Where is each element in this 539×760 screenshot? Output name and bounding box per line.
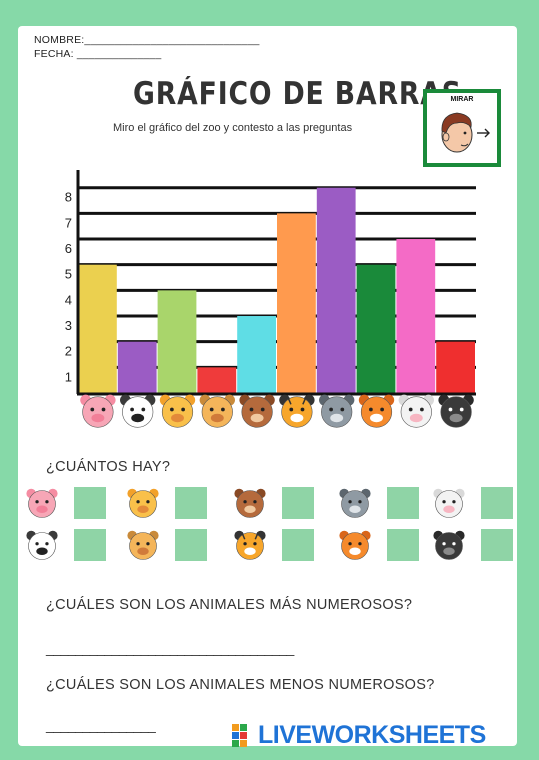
question-least: ¿CUÁLES SON LOS ANIMALES MENOS NUMEROSOS… [46,677,435,693]
bar-lion [197,367,237,393]
bar-chart: 1 2 3 4 5 6 7 8 [65,170,476,428]
answer-line-most[interactable]: __________________________________ [46,640,294,656]
tiger-icon [234,530,266,560]
count-input-pig[interactable] [74,487,106,519]
tiger-icon [279,394,315,428]
count-animal-cow [433,488,465,518]
count-animal-dog [26,530,58,560]
mirar-label: MIRAR [450,96,474,103]
date-field[interactable]: FECHA: ______________ [34,48,162,60]
fox-icon [358,394,395,428]
pig-icon [80,394,116,428]
y-tick-label: 4 [65,292,72,307]
lion-icon [127,530,159,560]
face-looking-right-icon [441,112,490,153]
cow-icon [398,394,434,428]
wolf-icon [339,488,371,518]
liveworksheets-wordmark: LIVEWORKSHEETS [258,721,486,749]
count-input-tiger[interactable] [282,529,314,561]
lion-icon [199,394,235,428]
question-count: ¿CUÁNTOS HAY? [46,459,171,475]
dog-icon [26,530,58,560]
bear-icon [239,394,275,428]
mirar-badge: MIRAR [423,89,501,167]
bar-tiger [277,213,316,393]
cat-icon [159,394,196,428]
bar-pig [78,264,117,393]
count-input-cat[interactable] [175,487,207,519]
count-input-dog[interactable] [74,529,106,561]
page-title: GRÁFICO DE BARRAS [133,76,462,112]
y-tick-label: 1 [65,369,72,384]
count-input-wolf[interactable] [387,487,419,519]
fox-icon [339,530,371,560]
gorilla-icon [433,530,465,560]
bar-cat [157,290,197,393]
count-animal-cat [127,488,159,518]
count-input-lion[interactable] [175,529,207,561]
cow-icon [433,488,465,518]
count-animal-lion [127,530,159,560]
bar-dog [117,341,157,393]
pig-icon [26,488,58,518]
name-field[interactable]: NOMBRE:_____________________________ [34,34,260,46]
count-input-gorilla[interactable] [481,529,513,561]
count-animal-gorilla [433,530,465,560]
y-tick-label: 5 [65,267,72,282]
gorilla-icon [438,394,474,428]
count-animal-wolf [339,488,371,518]
bar-wolf [316,187,356,393]
answer-line-least[interactable]: _______________ [46,717,156,733]
page-subtitle: Miro el gráfico del zoo y contesto a las… [113,122,353,134]
dog-icon [120,394,156,428]
count-animal-pig [26,488,58,518]
liveworksheets-logo-icon [232,724,247,747]
bar-bear [237,316,276,393]
y-tick-label: 7 [65,215,72,230]
y-tick-label: 2 [65,344,72,359]
y-tick-label: 6 [65,241,72,256]
wolf-icon [319,394,355,428]
bar-cow [396,239,436,393]
bar-fox [356,264,396,393]
y-tick-label: 3 [65,318,72,333]
count-input-fox[interactable] [387,529,419,561]
count-animal-bear [234,488,266,518]
bear-icon [234,488,266,518]
count-input-cow[interactable] [481,487,513,519]
question-most: ¿CUÁLES SON LOS ANIMALES MÁS NUMEROSOS? [46,597,413,613]
count-animal-tiger [234,530,266,560]
bar-gorilla [436,341,475,393]
count-animal-fox [339,530,371,560]
y-tick-label: 8 [65,190,72,205]
cat-icon [127,488,159,518]
count-input-bear[interactable] [282,487,314,519]
